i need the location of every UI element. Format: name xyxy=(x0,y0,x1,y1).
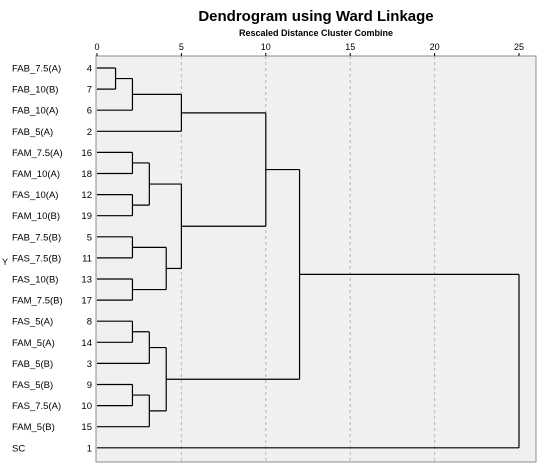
leaf-label: FAM_5(A) xyxy=(12,338,55,349)
leaf-label: FAB_10(B) xyxy=(12,85,58,96)
leaf-case-number: 14 xyxy=(81,338,92,349)
leaf-case-number: 13 xyxy=(81,275,92,286)
leaf-case-number: 12 xyxy=(81,190,92,201)
leaf-case-number: 18 xyxy=(81,169,92,180)
leaf-label: FAB_5(A) xyxy=(12,127,53,138)
leaf-label: FAB_7.5(A) xyxy=(12,64,61,75)
leaf-label: FAB_10(A) xyxy=(12,106,58,117)
x-tick-label: 0 xyxy=(94,42,99,52)
chart-subtitle: Rescaled Distance Cluster Combine xyxy=(238,28,394,38)
leaf-case-number: 9 xyxy=(87,380,92,391)
x-tick-label: 10 xyxy=(261,42,271,52)
leaf-label: FAS_10(A) xyxy=(12,190,58,201)
leaf-label: FAM_5(B) xyxy=(12,422,55,433)
leaf-case-number: 19 xyxy=(81,211,92,222)
leaf-label: FAM_10(A) xyxy=(12,169,60,180)
leaf-case-number: 15 xyxy=(81,422,92,433)
x-tick-label: 20 xyxy=(430,42,440,52)
leaf-label: FAS_10(B) xyxy=(12,275,58,286)
leaf-case-number: 8 xyxy=(87,317,92,328)
leaf-label: FAM_7.5(A) xyxy=(12,148,63,159)
chart-title: Dendrogram using Ward Linkage xyxy=(198,8,434,25)
plot-area xyxy=(95,55,537,463)
x-tick-label: 5 xyxy=(179,42,184,52)
leaf-case-number: 4 xyxy=(87,64,92,75)
leaf-label: FAM_10(B) xyxy=(12,211,60,222)
leaf-case-number: 6 xyxy=(87,106,92,117)
leaf-case-number: 16 xyxy=(81,148,92,159)
leaf-case-number: 5 xyxy=(87,232,92,243)
leaf-label: SC xyxy=(12,443,25,454)
leaf-case-number: 11 xyxy=(82,253,92,264)
leaf-label: FAS_5(B) xyxy=(12,380,53,391)
leaf-case-number: 3 xyxy=(87,359,92,370)
x-tick-label: 15 xyxy=(345,42,355,52)
dendrogram-branches xyxy=(97,67,520,449)
leaf-labels: FAB_7.5(A) 4 FAB_10(B) 7 FAB_10(A) 6 FAB_5(A) 2… xyxy=(12,64,92,455)
leaf-case-number: 2 xyxy=(87,127,92,138)
leaf-case-number: 10 xyxy=(81,401,92,412)
leaf-label: FAM_7.5(B) xyxy=(12,296,63,307)
leaf-label: FAS_7.5(B) xyxy=(12,253,61,264)
leaf-case-number: 17 xyxy=(81,296,92,307)
leaf-label: FAB_7.5(B) xyxy=(12,232,61,243)
x-tick-label: 25 xyxy=(514,42,524,52)
leaf-label: FAS_7.5(A) xyxy=(12,401,61,412)
leaf-case-number: 7 xyxy=(87,85,92,96)
leaf-case-number: 1 xyxy=(87,443,92,454)
y-axis-label: Y xyxy=(2,257,8,267)
leaf-label: FAB_5(B) xyxy=(12,359,53,370)
leaf-label: FAS_5(A) xyxy=(12,317,53,328)
x-axis-ticks: 0 5 10 15 20 25 xyxy=(94,42,524,56)
